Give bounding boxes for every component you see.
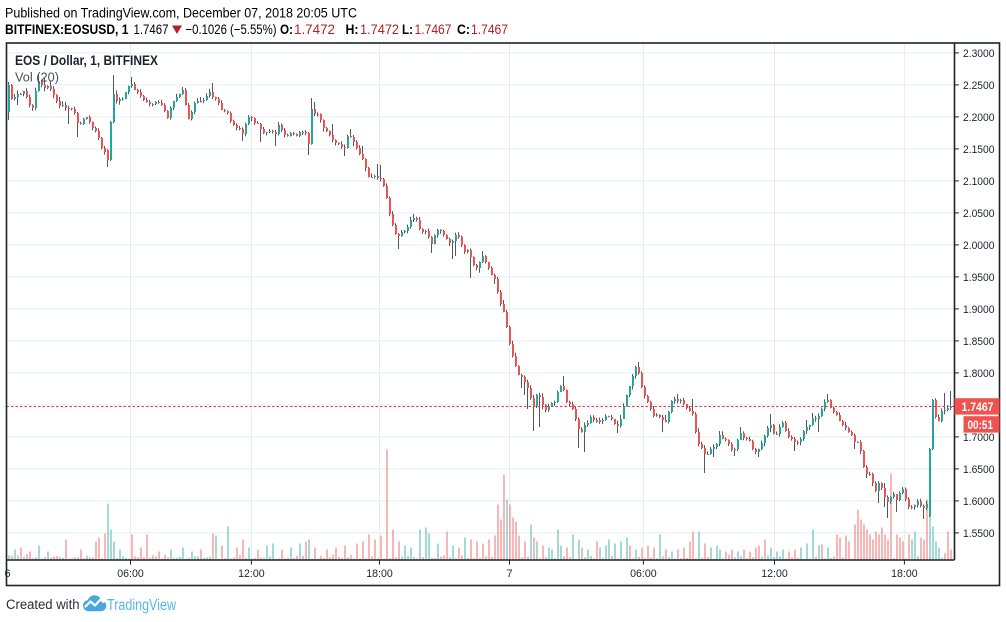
svg-text:1.7467: 1.7467	[471, 22, 508, 37]
svg-text:18:00: 18:00	[891, 568, 918, 580]
svg-text:1.6000: 1.6000	[963, 496, 995, 508]
svg-text:EOS / Dollar, 1, BITFINEX: EOS / Dollar, 1, BITFINEX	[15, 52, 159, 68]
svg-text:H:: H:	[346, 22, 359, 37]
svg-text:7: 7	[506, 568, 512, 580]
svg-text:00:51: 00:51	[968, 420, 994, 432]
svg-text:O:: O:	[280, 22, 293, 37]
svg-text:6: 6	[4, 568, 10, 580]
svg-text:1.8500: 1.8500	[963, 336, 995, 348]
svg-text:2.0000: 2.0000	[963, 240, 995, 252]
svg-text:1.5500: 1.5500	[963, 528, 995, 540]
svg-text:1.7472: 1.7472	[360, 22, 399, 37]
svg-text:2.1500: 2.1500	[963, 144, 995, 156]
svg-text:06:00: 06:00	[630, 568, 657, 580]
svg-text:L:: L:	[402, 22, 413, 37]
svg-text:2.3000: 2.3000	[963, 48, 995, 60]
svg-text:1.6500: 1.6500	[963, 464, 995, 476]
svg-text:1.7467: 1.7467	[962, 402, 994, 414]
svg-text:06:00: 06:00	[117, 568, 144, 580]
svg-text:12:00: 12:00	[238, 568, 265, 580]
svg-text:1.8000: 1.8000	[963, 368, 995, 380]
svg-text:12:00: 12:00	[761, 568, 788, 580]
svg-text:Published on TradingView.com,: Published on TradingView.com, December 0…	[5, 6, 357, 21]
svg-text:1.9000: 1.9000	[963, 304, 995, 316]
svg-text:1.9500: 1.9500	[963, 272, 995, 284]
svg-text:Vol (20): Vol (20)	[15, 70, 59, 85]
svg-text:TradingView: TradingView	[107, 597, 177, 614]
svg-text:1.7467: 1.7467	[134, 22, 169, 37]
svg-text:18:00: 18:00	[366, 568, 393, 580]
svg-text:C:: C:	[457, 22, 470, 37]
svg-text:1.7472: 1.7472	[294, 22, 335, 37]
svg-text:BITFINEX:EOSUSD, 1: BITFINEX:EOSUSD, 1	[5, 22, 129, 37]
svg-text:2.1000: 2.1000	[963, 176, 995, 188]
svg-text:−0.1026 (−5.55%): −0.1026 (−5.55%)	[186, 22, 277, 37]
svg-text:1.7467: 1.7467	[415, 22, 452, 37]
svg-text:1.7000: 1.7000	[963, 432, 995, 444]
svg-text:2.2500: 2.2500	[963, 80, 995, 92]
svg-text:2.2000: 2.2000	[963, 112, 995, 124]
svg-text:2.0500: 2.0500	[963, 208, 995, 220]
svg-text:Created with: Created with	[6, 597, 80, 612]
